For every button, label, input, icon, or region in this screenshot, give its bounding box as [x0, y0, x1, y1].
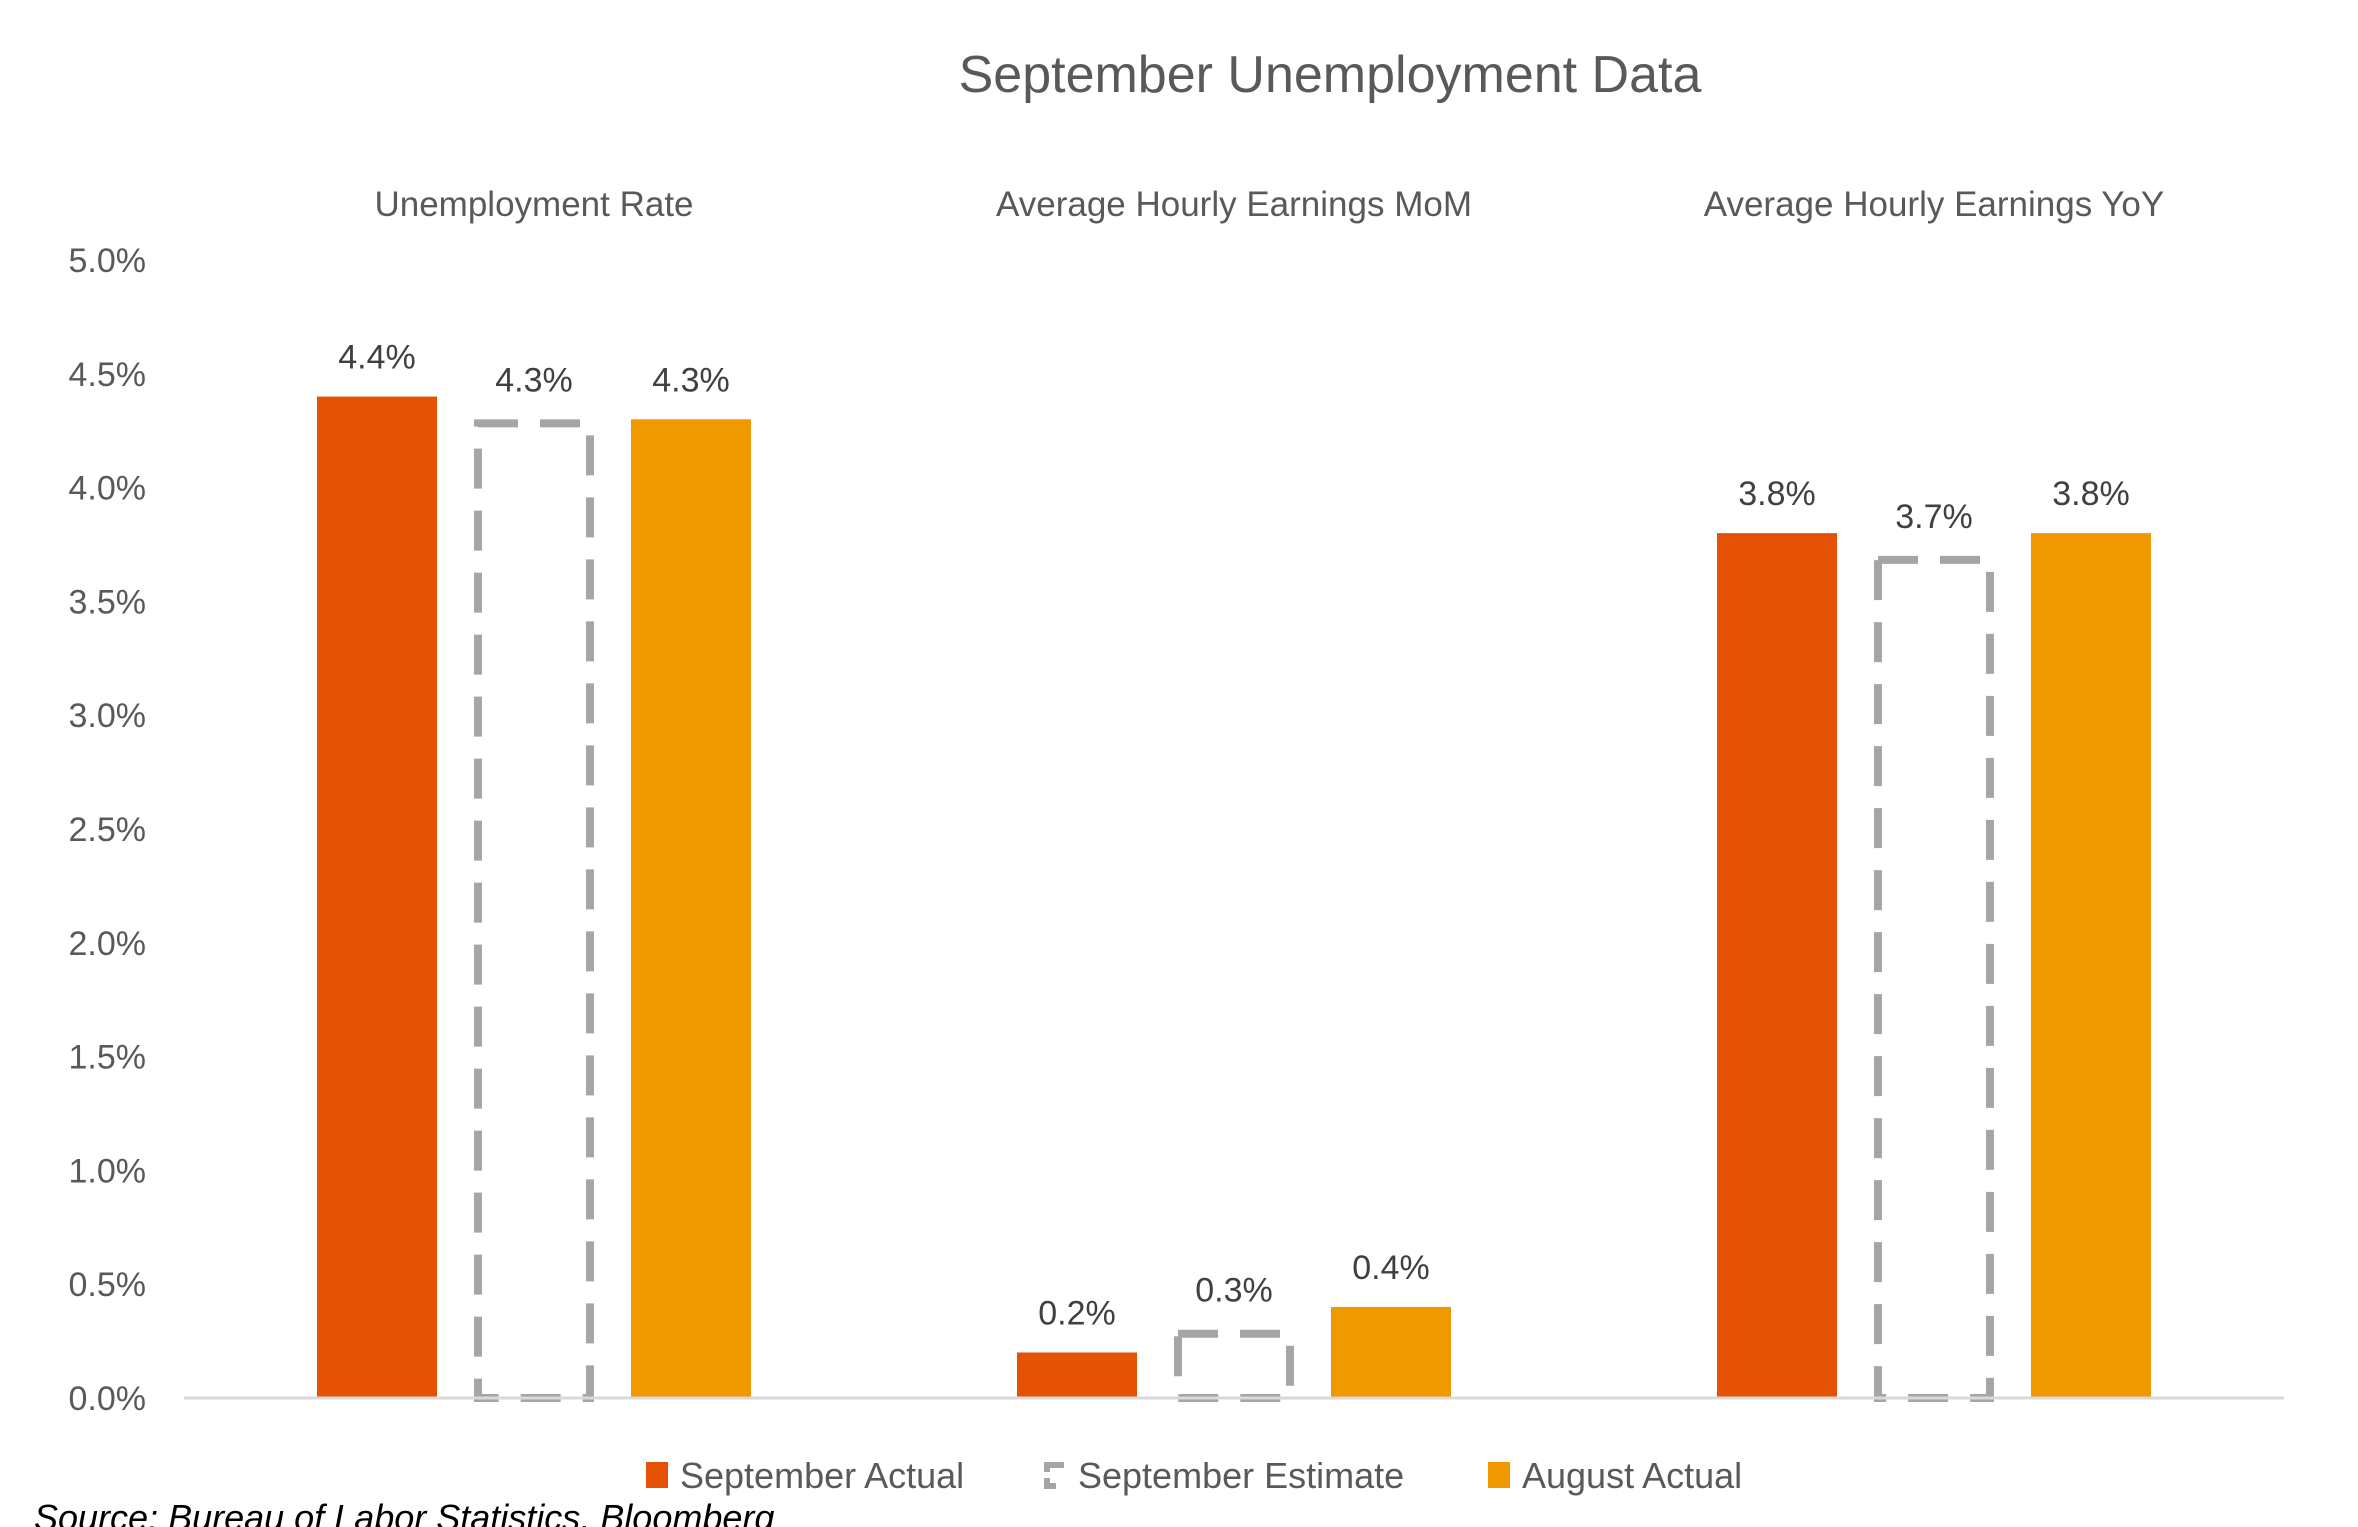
data-label: 4.3% — [495, 361, 573, 399]
legend-label: August Actual — [1522, 1455, 1742, 1496]
y-tick-label: 2.0% — [69, 925, 147, 963]
chart-title: September Unemployment Data — [959, 46, 1702, 104]
data-label: 0.4% — [1352, 1249, 1430, 1287]
bar-september-actual — [1717, 533, 1837, 1398]
y-tick-label: 1.5% — [69, 1039, 147, 1077]
y-tick-label: 3.5% — [69, 583, 147, 621]
category-label: Average Hourly Earnings YoY — [1704, 185, 2165, 224]
y-tick-label: 2.5% — [69, 811, 147, 849]
legend-swatch-icon — [1488, 1462, 1510, 1488]
legend-swatch-icon — [1044, 1462, 1064, 1489]
y-tick-label: 3.0% — [69, 697, 147, 735]
data-label: 0.3% — [1195, 1272, 1273, 1310]
legend-label: September Actual — [680, 1455, 964, 1496]
category-label: Average Hourly Earnings MoM — [996, 185, 1472, 224]
data-label: 4.4% — [338, 339, 416, 377]
category-label: Unemployment Rate — [374, 185, 693, 224]
y-tick-label: 1.0% — [69, 1152, 147, 1190]
y-tick-label: 5.0% — [69, 242, 147, 280]
bar-september-actual — [1017, 1352, 1137, 1398]
data-label: 3.7% — [1895, 498, 1973, 536]
y-tick-label: 0.0% — [69, 1380, 147, 1418]
data-label: 0.2% — [1038, 1294, 1116, 1332]
source-note: Source: Bureau of Labor Statistics, Bloo… — [34, 1497, 774, 1527]
y-axis: 0.0% 0.5% 1.0% 1.5% 2.0% 2.5% 3.0% 3.5% 4.0% 4.5%… — [69, 242, 147, 1418]
bar-september-actual — [317, 396, 437, 1398]
data-label: 4.3% — [652, 361, 730, 399]
data-label: 3.8% — [1738, 475, 1816, 513]
bar-september-estimate — [474, 419, 594, 1402]
bar-august-actual — [2031, 533, 2151, 1398]
y-tick-label: 4.5% — [69, 356, 147, 394]
bars: Unemployment Rate 4.4% 4.3% 4.3% Average Hou… — [317, 185, 2165, 1402]
y-tick-label: 0.5% — [69, 1266, 147, 1304]
bar-august-actual — [631, 419, 751, 1398]
legend-swatch-icon — [646, 1462, 668, 1488]
data-label: 3.8% — [2052, 475, 2130, 513]
bar-september-estimate — [1874, 555, 1994, 1402]
legend-label: September Estimate — [1078, 1455, 1404, 1496]
y-tick-label: 4.0% — [69, 470, 147, 508]
legend: September Actual September Estimate August… — [646, 1455, 1742, 1496]
bar-september-estimate — [1174, 1329, 1294, 1402]
bar-august-actual — [1331, 1306, 1451, 1398]
